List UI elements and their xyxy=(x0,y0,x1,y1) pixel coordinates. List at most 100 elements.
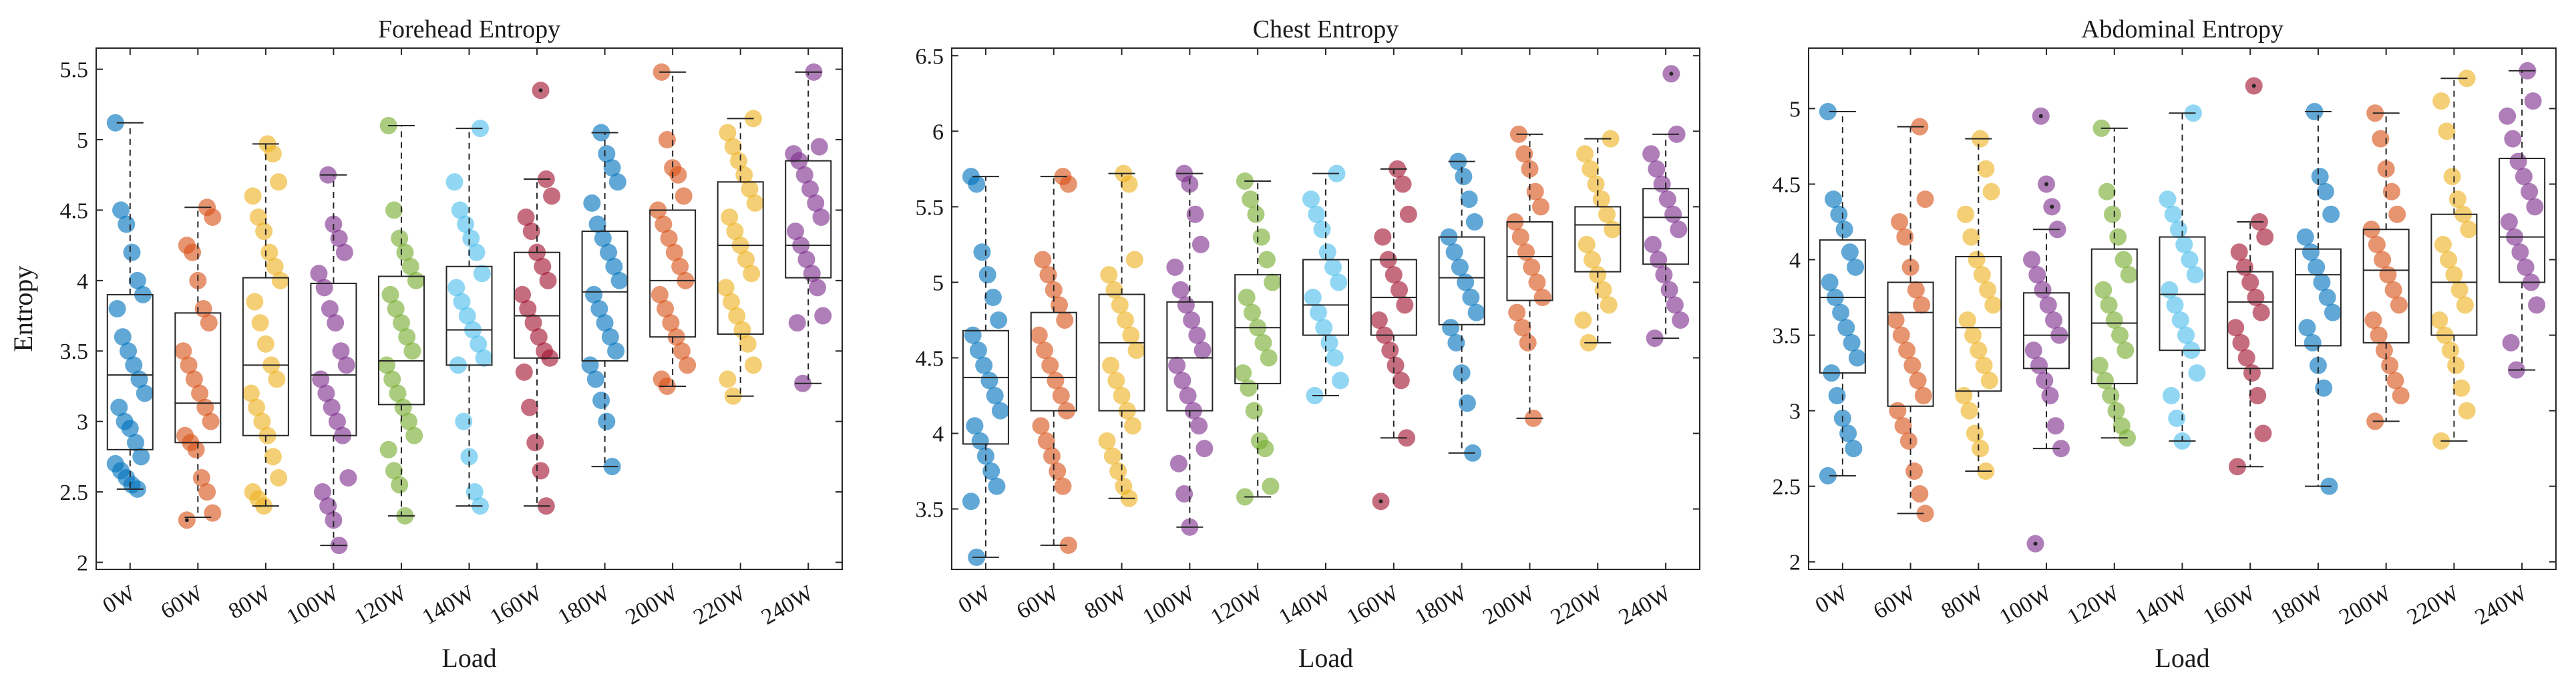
chart-1-xtick-label-0w: 0W xyxy=(954,580,996,618)
chart-0-box-140w xyxy=(445,120,493,515)
chart-2-point xyxy=(2315,379,2333,397)
chart-0-point xyxy=(517,208,535,226)
chart-2-point xyxy=(2036,372,2054,390)
chart-2-point xyxy=(2302,243,2320,261)
chart-2-point xyxy=(2515,168,2533,186)
chart-2-point xyxy=(1899,432,1917,450)
chart-1-iqr-box xyxy=(1166,301,1214,412)
chart-2-point xyxy=(2521,182,2539,200)
chart-2-point xyxy=(2388,205,2406,223)
chart-2-point xyxy=(2105,311,2123,329)
chart-1-point xyxy=(1037,432,1055,450)
chart-2-point xyxy=(2243,364,2261,382)
chart-2-point xyxy=(2041,387,2059,404)
chart-1-point xyxy=(1124,417,1142,435)
chart-0-point xyxy=(387,300,405,317)
chart-1-point xyxy=(1387,356,1405,374)
chart-2-point xyxy=(2094,281,2112,299)
chart-0-point xyxy=(108,300,126,317)
chart-2-point xyxy=(2090,356,2108,374)
chart-0-point xyxy=(264,145,282,163)
chart-1-point xyxy=(1100,266,1118,284)
chart-2-iqr-box xyxy=(2159,236,2206,352)
chart-0-xlabel: Load xyxy=(441,643,496,673)
chart-2-point xyxy=(2502,333,2520,352)
chart-1-point xyxy=(1039,266,1057,284)
chart-1-point xyxy=(984,289,1002,307)
chart-2-point xyxy=(1979,281,1997,299)
chart-2-point xyxy=(2256,228,2274,246)
chart-0-point xyxy=(401,257,419,275)
chart-2-point xyxy=(2443,168,2461,186)
chart-0-point xyxy=(514,285,532,303)
chart-0-point xyxy=(255,223,273,241)
chart-0-point xyxy=(184,243,202,261)
chart-1-box-0w xyxy=(962,168,1009,566)
chart-0-point xyxy=(744,356,762,374)
chart-2-outlier-marker xyxy=(2033,541,2038,546)
chart-0-point xyxy=(468,243,486,261)
chart-0-point xyxy=(127,434,145,452)
chart-0-iqr-box xyxy=(649,209,697,338)
chart-0-point xyxy=(379,440,397,458)
chart-2-point xyxy=(1821,273,1839,291)
chart-1-iqr-box xyxy=(1574,206,1622,273)
chart-2-point xyxy=(2298,319,2316,337)
chart-2-point xyxy=(2509,152,2527,170)
chart-1-point xyxy=(1169,454,1187,472)
chart-2-point xyxy=(2386,372,2404,390)
chart-0-box-220w xyxy=(717,110,764,405)
chart-0-point xyxy=(797,251,815,269)
chart-1-point xyxy=(1117,311,1135,329)
chart-2-point xyxy=(2111,326,2129,344)
chart-2-point xyxy=(1835,221,1853,239)
chart-0-point xyxy=(385,201,403,219)
chart-2-box-240w xyxy=(2499,61,2546,379)
chart-1-iqr-box xyxy=(1506,221,1553,301)
chart-2-point xyxy=(2379,266,2397,284)
chart-1-point xyxy=(1578,235,1596,253)
chart-1-outlier-marker xyxy=(1378,499,1383,504)
chart-0-point xyxy=(739,335,757,353)
chart-0-iqr-box xyxy=(445,265,493,366)
chart-1-point xyxy=(1670,221,1688,239)
chart-0-point xyxy=(249,208,267,226)
chart-0-point xyxy=(391,476,409,494)
chart-0-point xyxy=(185,370,203,388)
chart-0-point xyxy=(121,420,139,438)
chart-1-point xyxy=(1604,221,1622,239)
chart-0-point xyxy=(323,398,341,416)
chart-1-point xyxy=(1059,536,1077,554)
chart-0-point xyxy=(596,314,614,332)
chart-1-point xyxy=(1240,379,1258,397)
chart-1-point xyxy=(1188,326,1206,344)
chart-2-iqr-box xyxy=(2023,292,2070,370)
chart-1-xtick-label-140w: 140W xyxy=(1275,580,1336,630)
chart-2-point xyxy=(2023,251,2041,269)
chart-2-point xyxy=(2034,281,2052,299)
chart-2-point xyxy=(2161,281,2179,299)
chart-0-point xyxy=(317,384,335,402)
chart-1-box-160w xyxy=(1370,160,1417,511)
chart-0-xtick-label-140w: 140W xyxy=(418,580,479,630)
chart-1-point xyxy=(1262,477,1280,495)
chart-0-point xyxy=(120,342,138,360)
chart-0-point xyxy=(673,342,691,360)
chart-1-point xyxy=(1264,273,1282,291)
chart-2-point xyxy=(1907,281,1925,299)
chart-0-ytick-label: 5.5 xyxy=(60,58,89,83)
chart-2-point xyxy=(2368,235,2386,253)
chart-0-point xyxy=(403,342,421,360)
chart-0-point xyxy=(726,223,744,241)
chart-0-point xyxy=(719,124,737,142)
chart-1-box-60w xyxy=(1030,168,1077,554)
chart-1-point xyxy=(1234,364,1252,382)
chart-0-point xyxy=(460,448,478,466)
chart-1-xlabel: Load xyxy=(1298,643,1353,673)
chart-0-point xyxy=(530,328,548,346)
chart-0-point xyxy=(270,468,288,487)
chart-1-point xyxy=(1186,205,1204,223)
chart-0-iqr-box xyxy=(174,312,222,444)
chart-1-point xyxy=(1457,273,1475,291)
chart-2-point xyxy=(2170,221,2187,239)
